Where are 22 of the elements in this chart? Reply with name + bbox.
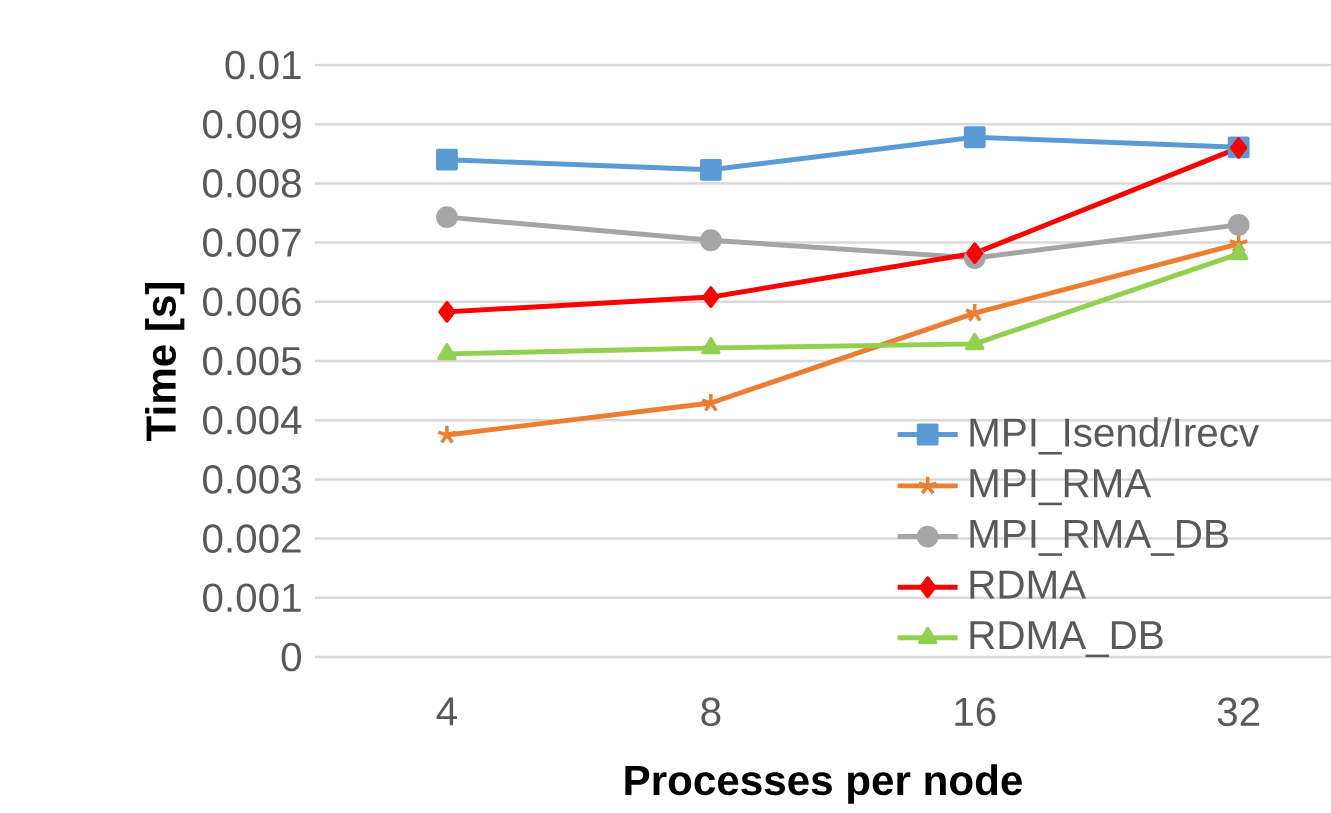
y-tick-label: 0.002 — [203, 524, 301, 553]
y-axis-title: Time [s] — [145, 282, 185, 441]
x-tick-label: 16 — [955, 697, 996, 727]
y-tick-label: 0.005 — [203, 346, 301, 376]
legend-label: RDMA — [970, 570, 1087, 599]
y-tick-label: 0 — [281, 642, 301, 672]
y-tick-label: 0.001 — [203, 583, 301, 613]
y-tick-label: 0.009 — [203, 109, 301, 139]
x-axis-title: Processes per node — [625, 764, 1022, 804]
y-tick-label: 0.006 — [203, 287, 301, 317]
x-tick-label: 8 — [701, 697, 721, 727]
legend-label: MPI_RMA_DB — [970, 520, 1228, 556]
y-tick-label: 0.007 — [203, 228, 301, 257]
y-tick-label: 0.003 — [203, 465, 301, 494]
x-tick-label: 4 — [436, 697, 457, 726]
legend-label: MPI_RMA — [970, 469, 1152, 506]
y-tick-label: 0.01 — [225, 50, 301, 80]
x-tick-label: 32 — [1217, 697, 1260, 727]
legend-label: MPI_Isend/Irecv — [970, 417, 1260, 455]
legend-label: RDMA_DB — [970, 621, 1163, 658]
y-tick-label: 0.004 — [203, 405, 302, 435]
y-tick-label: 0.008 — [203, 169, 301, 198]
